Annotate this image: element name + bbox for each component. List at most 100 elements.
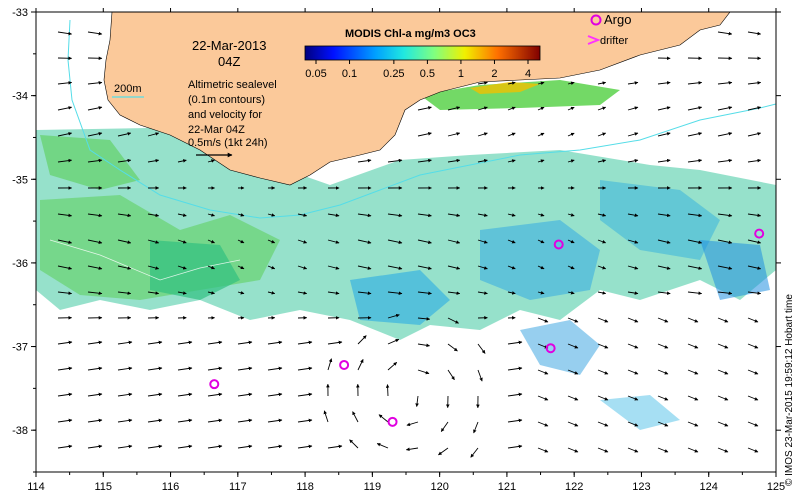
velocity-arrow xyxy=(747,158,762,163)
velocity-arrow xyxy=(507,366,523,371)
velocity-arrow xyxy=(147,366,163,371)
velocity-arrow xyxy=(417,343,430,348)
time-label: 04Z xyxy=(218,54,240,69)
velocity-arrow xyxy=(597,132,607,137)
velocity-arrow xyxy=(297,265,308,270)
velocity-arrow xyxy=(297,392,313,397)
velocity-arrow xyxy=(327,213,340,218)
velocity-arrow xyxy=(177,291,187,295)
velocity-arrow xyxy=(507,291,516,295)
velocity-arrow xyxy=(477,132,488,137)
velocity-arrow xyxy=(207,340,223,345)
velocity-arrow xyxy=(537,395,549,401)
velocity-arrow xyxy=(747,106,762,111)
velocity-arrow xyxy=(385,384,390,397)
velocity-arrow xyxy=(327,265,340,270)
velocity-arrow xyxy=(597,395,609,401)
velocity-arrow xyxy=(387,361,398,371)
velocity-arrow xyxy=(177,444,193,449)
velocity-arrow xyxy=(177,392,193,397)
velocity-arrow xyxy=(717,317,729,323)
velocity-arrow xyxy=(177,418,193,423)
velocity-arrow xyxy=(417,317,431,321)
velocity-arrow xyxy=(438,447,449,456)
velocity-arrow xyxy=(627,395,639,401)
velocity-arrow xyxy=(747,265,762,270)
velocity-arrow xyxy=(237,213,245,217)
argo-legend-label: Argo xyxy=(604,12,631,27)
velocity-arrow xyxy=(387,291,403,296)
velocity-arrow xyxy=(57,444,73,449)
velocity-arrow xyxy=(687,395,699,401)
velocity-arrow xyxy=(87,106,103,111)
velocity-arrow xyxy=(57,213,73,218)
velocity-arrow xyxy=(627,265,639,270)
velocity-arrow xyxy=(657,369,669,375)
legend: Argo drifter xyxy=(587,12,631,47)
velocity-arrow xyxy=(567,159,575,163)
velocity-arrow xyxy=(627,291,639,295)
velocity-arrow xyxy=(507,106,516,111)
velocity-arrow xyxy=(687,81,703,85)
velocity-arrow xyxy=(597,421,609,427)
velocity-arrow xyxy=(507,239,516,244)
velocity-arrow xyxy=(57,392,73,397)
velocity-arrow xyxy=(447,291,461,295)
velocity-arrow xyxy=(627,421,639,427)
velocity-arrow xyxy=(447,343,458,352)
velocity-arrow xyxy=(567,81,575,85)
velocity-arrow xyxy=(297,239,308,244)
land-mass xyxy=(103,12,731,186)
y-tick-label: -34 xyxy=(12,91,28,103)
velocity-arrow xyxy=(747,421,759,427)
velocity-arrow xyxy=(778,82,789,84)
description-line: Altimetric sealevel xyxy=(188,79,277,91)
colorbar-tick-label: 0.5 xyxy=(420,68,435,80)
velocity-arrow xyxy=(778,107,789,110)
velocity-arrow xyxy=(207,291,215,295)
velocity-arrow xyxy=(357,158,372,163)
velocity-arrow xyxy=(87,418,103,423)
velocity-arrow xyxy=(747,395,759,401)
velocity-arrow xyxy=(627,343,639,349)
velocity-arrow xyxy=(567,106,575,111)
velocity-arrow xyxy=(537,447,549,453)
description-text: Altimetric sealevel (0.1m contours) and … xyxy=(188,79,277,136)
velocity-arrow xyxy=(567,369,579,375)
velocity-arrow xyxy=(327,444,343,449)
velocity-arrow xyxy=(627,132,639,137)
velocity-arrow xyxy=(87,340,103,345)
velocity-arrow xyxy=(87,213,103,218)
velocity-arrow xyxy=(627,447,639,453)
velocity-arrow xyxy=(117,444,133,449)
y-tick-label: -38 xyxy=(12,425,28,437)
velocity-arrow xyxy=(237,291,245,295)
velocity-arrow xyxy=(117,158,132,163)
argo-float-marker xyxy=(339,359,350,370)
velocity-arrow xyxy=(57,265,73,270)
velocity-arrow xyxy=(357,291,372,295)
velocity-arrow xyxy=(567,291,575,295)
velocity-arrow xyxy=(717,291,733,296)
velocity-arrow xyxy=(417,239,432,244)
x-tick-label: 117 xyxy=(229,481,247,493)
velocity-arrow xyxy=(627,369,639,375)
velocity-arrow xyxy=(147,239,160,244)
velocity-arrow xyxy=(717,213,733,218)
velocity-arrow xyxy=(417,369,430,375)
velocity-arrow xyxy=(376,443,389,449)
velocity-arrow xyxy=(567,239,575,244)
velocity-arrow xyxy=(447,369,455,381)
velocity-arrow xyxy=(778,292,789,294)
colorbar-tick-label: 4 xyxy=(525,68,531,80)
velocity-arrow xyxy=(477,291,488,295)
velocity-arrow xyxy=(387,213,403,218)
velocity-arrow xyxy=(657,291,671,295)
velocity-arrow xyxy=(537,81,545,86)
y-axis: -33 -34 -35 -36 -37 -38 xyxy=(12,7,781,473)
velocity-arrow xyxy=(327,340,343,345)
velocity-arrow xyxy=(267,392,283,397)
velocity-arrow xyxy=(477,369,483,382)
velocity-arrow xyxy=(687,291,703,295)
